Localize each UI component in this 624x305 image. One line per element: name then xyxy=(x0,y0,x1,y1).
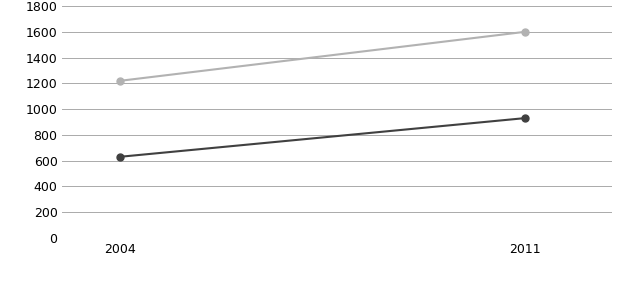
Negros xyxy=(117,155,124,159)
Line: Negros: Negros xyxy=(117,115,529,160)
Brancos xyxy=(521,30,529,34)
Brancos xyxy=(117,79,124,83)
Line: Brancos: Brancos xyxy=(117,28,529,84)
Negros xyxy=(521,116,529,120)
